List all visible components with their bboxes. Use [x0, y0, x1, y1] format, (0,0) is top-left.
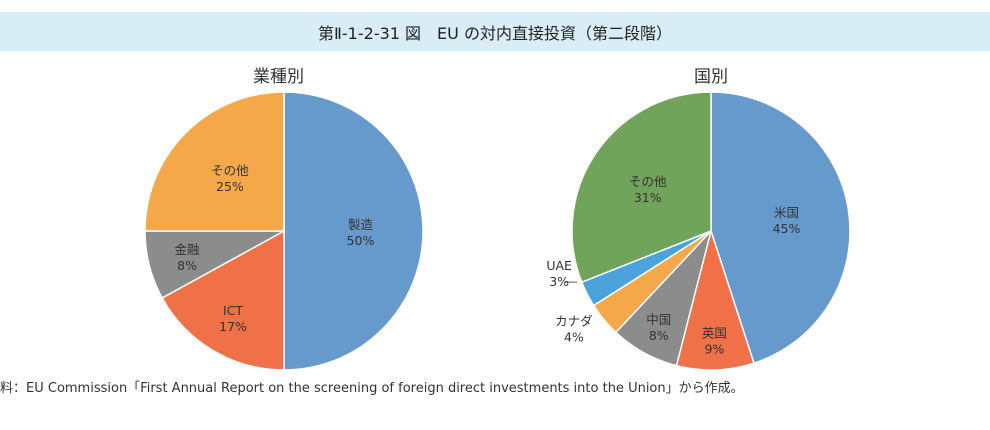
pie-industry-label-name-2: 金融: [175, 242, 201, 257]
pie-industry-label-name-0: 製造: [348, 217, 374, 232]
pie-industry-label-value-1: 17%: [219, 319, 247, 334]
pie-industry-label-name-3: その他: [211, 163, 249, 178]
pie-country-label-value-3: 4%: [564, 330, 584, 345]
figure-title-bar: 第Ⅱ-1-2-31 図 EU の対内直接投資（第二段階）: [0, 12, 990, 51]
pie-country-label-value-4: 3%: [549, 274, 569, 289]
figure-title: 第Ⅱ-1-2-31 図 EU の対内直接投資（第二段階）: [318, 23, 672, 43]
pie-country-label-name-5: その他: [629, 174, 667, 189]
pie-country-label-name-0: 米国: [774, 205, 799, 220]
chart-title-industry: 業種別: [253, 67, 304, 87]
pie-industry-label-value-2: 8%: [177, 258, 197, 273]
source-note: 料：EU Commission「First Annual Report on t…: [0, 381, 744, 396]
pie-industry-slice-0: [283, 91, 424, 371]
pie-country-label-value-1: 9%: [704, 341, 724, 356]
pie-country-label-name-4: UAE: [546, 258, 572, 273]
pie-country-label-value-0: 45%: [773, 221, 801, 236]
pie-country-label-name-3: カナダ: [555, 314, 593, 329]
pie-industry-slice-1: [161, 229, 285, 371]
pie-country-label-name-1: 英国: [702, 325, 727, 340]
pie-industry-slice-3: [144, 91, 285, 232]
pie-country-label-value-2: 8%: [649, 328, 669, 343]
pie-country-slice-1: [675, 228, 755, 371]
pie-industry-label-value-0: 50%: [347, 233, 375, 248]
pie-country-slice-5: [571, 91, 712, 284]
pie-industry-label-value-3: 25%: [216, 179, 244, 194]
pie-country-label-name-2: 中国: [646, 312, 671, 327]
pie-country-slice-0: [710, 91, 851, 365]
pie-industry-label-name-1: ICT: [223, 303, 243, 318]
chart-title-country: 国別: [694, 67, 728, 87]
pie-country-label-value-5: 31%: [634, 190, 662, 205]
